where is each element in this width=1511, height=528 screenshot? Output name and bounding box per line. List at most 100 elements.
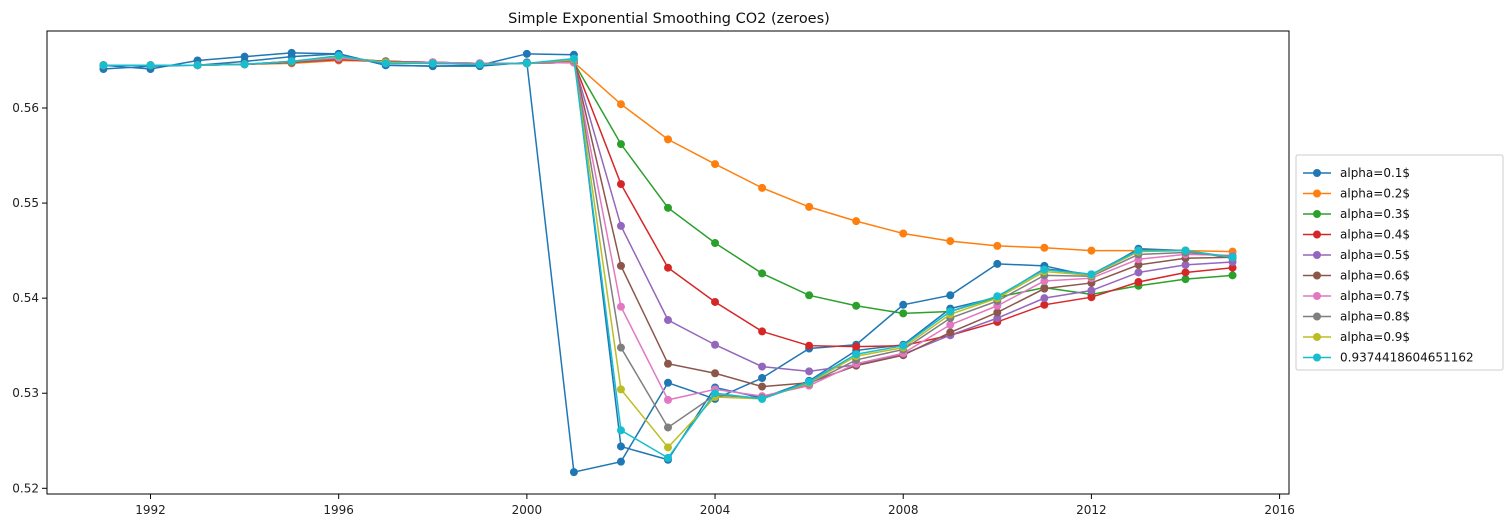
series-6 [99, 53, 1237, 391]
series-point [805, 202, 814, 211]
series-point [240, 60, 249, 69]
series-point [664, 453, 672, 462]
legend-label: alpha=0.1$ [1340, 166, 1410, 180]
series-point [1087, 286, 1096, 295]
series-line [103, 57, 1233, 373]
series-point [664, 263, 672, 272]
y-tick-label: 0.54 [12, 291, 39, 305]
y-tick-label: 0.55 [12, 196, 39, 210]
legend-item: alpha=0.8$ [1303, 310, 1410, 324]
legend-marker [1313, 230, 1321, 239]
x-tick-label: 2012 [1076, 503, 1107, 517]
legend-marker [1313, 169, 1321, 177]
series-point [616, 180, 625, 189]
series-point [1040, 300, 1049, 309]
series-point [664, 359, 672, 368]
legend-frame [1295, 154, 1504, 371]
series-line [103, 56, 1233, 388]
x-tick-label: 1996 [323, 503, 354, 517]
series-point [899, 229, 908, 238]
series-point [522, 49, 531, 58]
series-point [616, 343, 625, 352]
observed-point [899, 300, 908, 309]
legend-label: alpha=0.9$ [1340, 330, 1410, 344]
series-point [616, 261, 625, 270]
series-point [758, 362, 767, 371]
series-point [1040, 284, 1049, 293]
series-point [664, 395, 672, 404]
series-point [616, 221, 625, 230]
legend-marker [1313, 189, 1321, 198]
legend-item: alpha=0.2$ [1303, 187, 1410, 201]
series-point [1040, 265, 1049, 274]
legend-marker [1313, 333, 1321, 341]
legend-label: alpha=0.3$ [1340, 207, 1410, 221]
legend-item: alpha=0.3$ [1303, 207, 1410, 221]
series-point [993, 308, 1002, 317]
legend-marker [1313, 292, 1321, 300]
series-point [381, 59, 390, 68]
series-point [711, 389, 720, 398]
series-point [899, 341, 908, 350]
series-point [852, 342, 861, 351]
series-point [1181, 268, 1190, 277]
series-point [616, 140, 625, 149]
series-10 [99, 51, 1237, 462]
series-8 [99, 52, 1237, 432]
series-3 [99, 55, 1237, 318]
series-point [616, 100, 625, 109]
series-point [1228, 253, 1237, 262]
series-point [1134, 246, 1143, 255]
legend-item: alpha=0.6$ [1303, 269, 1410, 283]
series-point [758, 394, 767, 403]
series-point [711, 340, 720, 349]
series-point [664, 443, 672, 452]
legend-label: alpha=0.8$ [1340, 310, 1410, 324]
legend-item: alpha=0.4$ [1303, 228, 1410, 242]
series-point [1228, 271, 1237, 280]
series-point [805, 377, 814, 386]
series-point [1087, 246, 1096, 255]
series-point [946, 237, 955, 246]
series-point [522, 59, 531, 68]
legend-label: alpha=0.7$ [1340, 289, 1410, 303]
observed-layer [99, 48, 1237, 477]
observed-point [616, 457, 625, 466]
legend-label: alpha=0.4$ [1340, 228, 1410, 242]
series-2 [99, 56, 1237, 256]
series-point [1134, 260, 1143, 269]
series-line [103, 59, 1233, 253]
series-line [103, 55, 1233, 429]
series-point [758, 382, 767, 391]
series-point [664, 423, 672, 432]
series-7 [99, 53, 1237, 404]
legend-marker [1313, 271, 1321, 280]
series-point [899, 309, 908, 318]
x-tick-label: 2016 [1264, 503, 1295, 517]
series-point [711, 160, 720, 169]
legend-marker [1313, 312, 1321, 321]
x-tick-label: 2008 [888, 503, 919, 517]
y-axis: 0.52 0.53 0.54 0.55 0.56 [12, 101, 47, 495]
observed-point [569, 468, 578, 477]
legend-marker [1313, 251, 1321, 259]
series-point [946, 320, 955, 329]
series-4 [99, 55, 1237, 351]
observed-point [664, 378, 672, 387]
series-point [1087, 293, 1096, 302]
series-5 [99, 54, 1237, 376]
series-point [852, 350, 861, 359]
series-point [711, 369, 720, 378]
legend: alpha=0.1$ alpha=0.2$ alpha=0.3$ alpha=0.4$… [1295, 154, 1504, 371]
x-tick-label: 2000 [512, 503, 543, 517]
x-tick-label: 2004 [700, 503, 731, 517]
series-point [616, 426, 625, 435]
series-point [1134, 268, 1143, 277]
series-point [946, 328, 955, 337]
legend-label: 0.9374418604651162 [1340, 351, 1474, 365]
series-point [664, 316, 672, 325]
observed-point [993, 259, 1002, 268]
series-point [1087, 270, 1096, 279]
series-point [616, 385, 625, 394]
